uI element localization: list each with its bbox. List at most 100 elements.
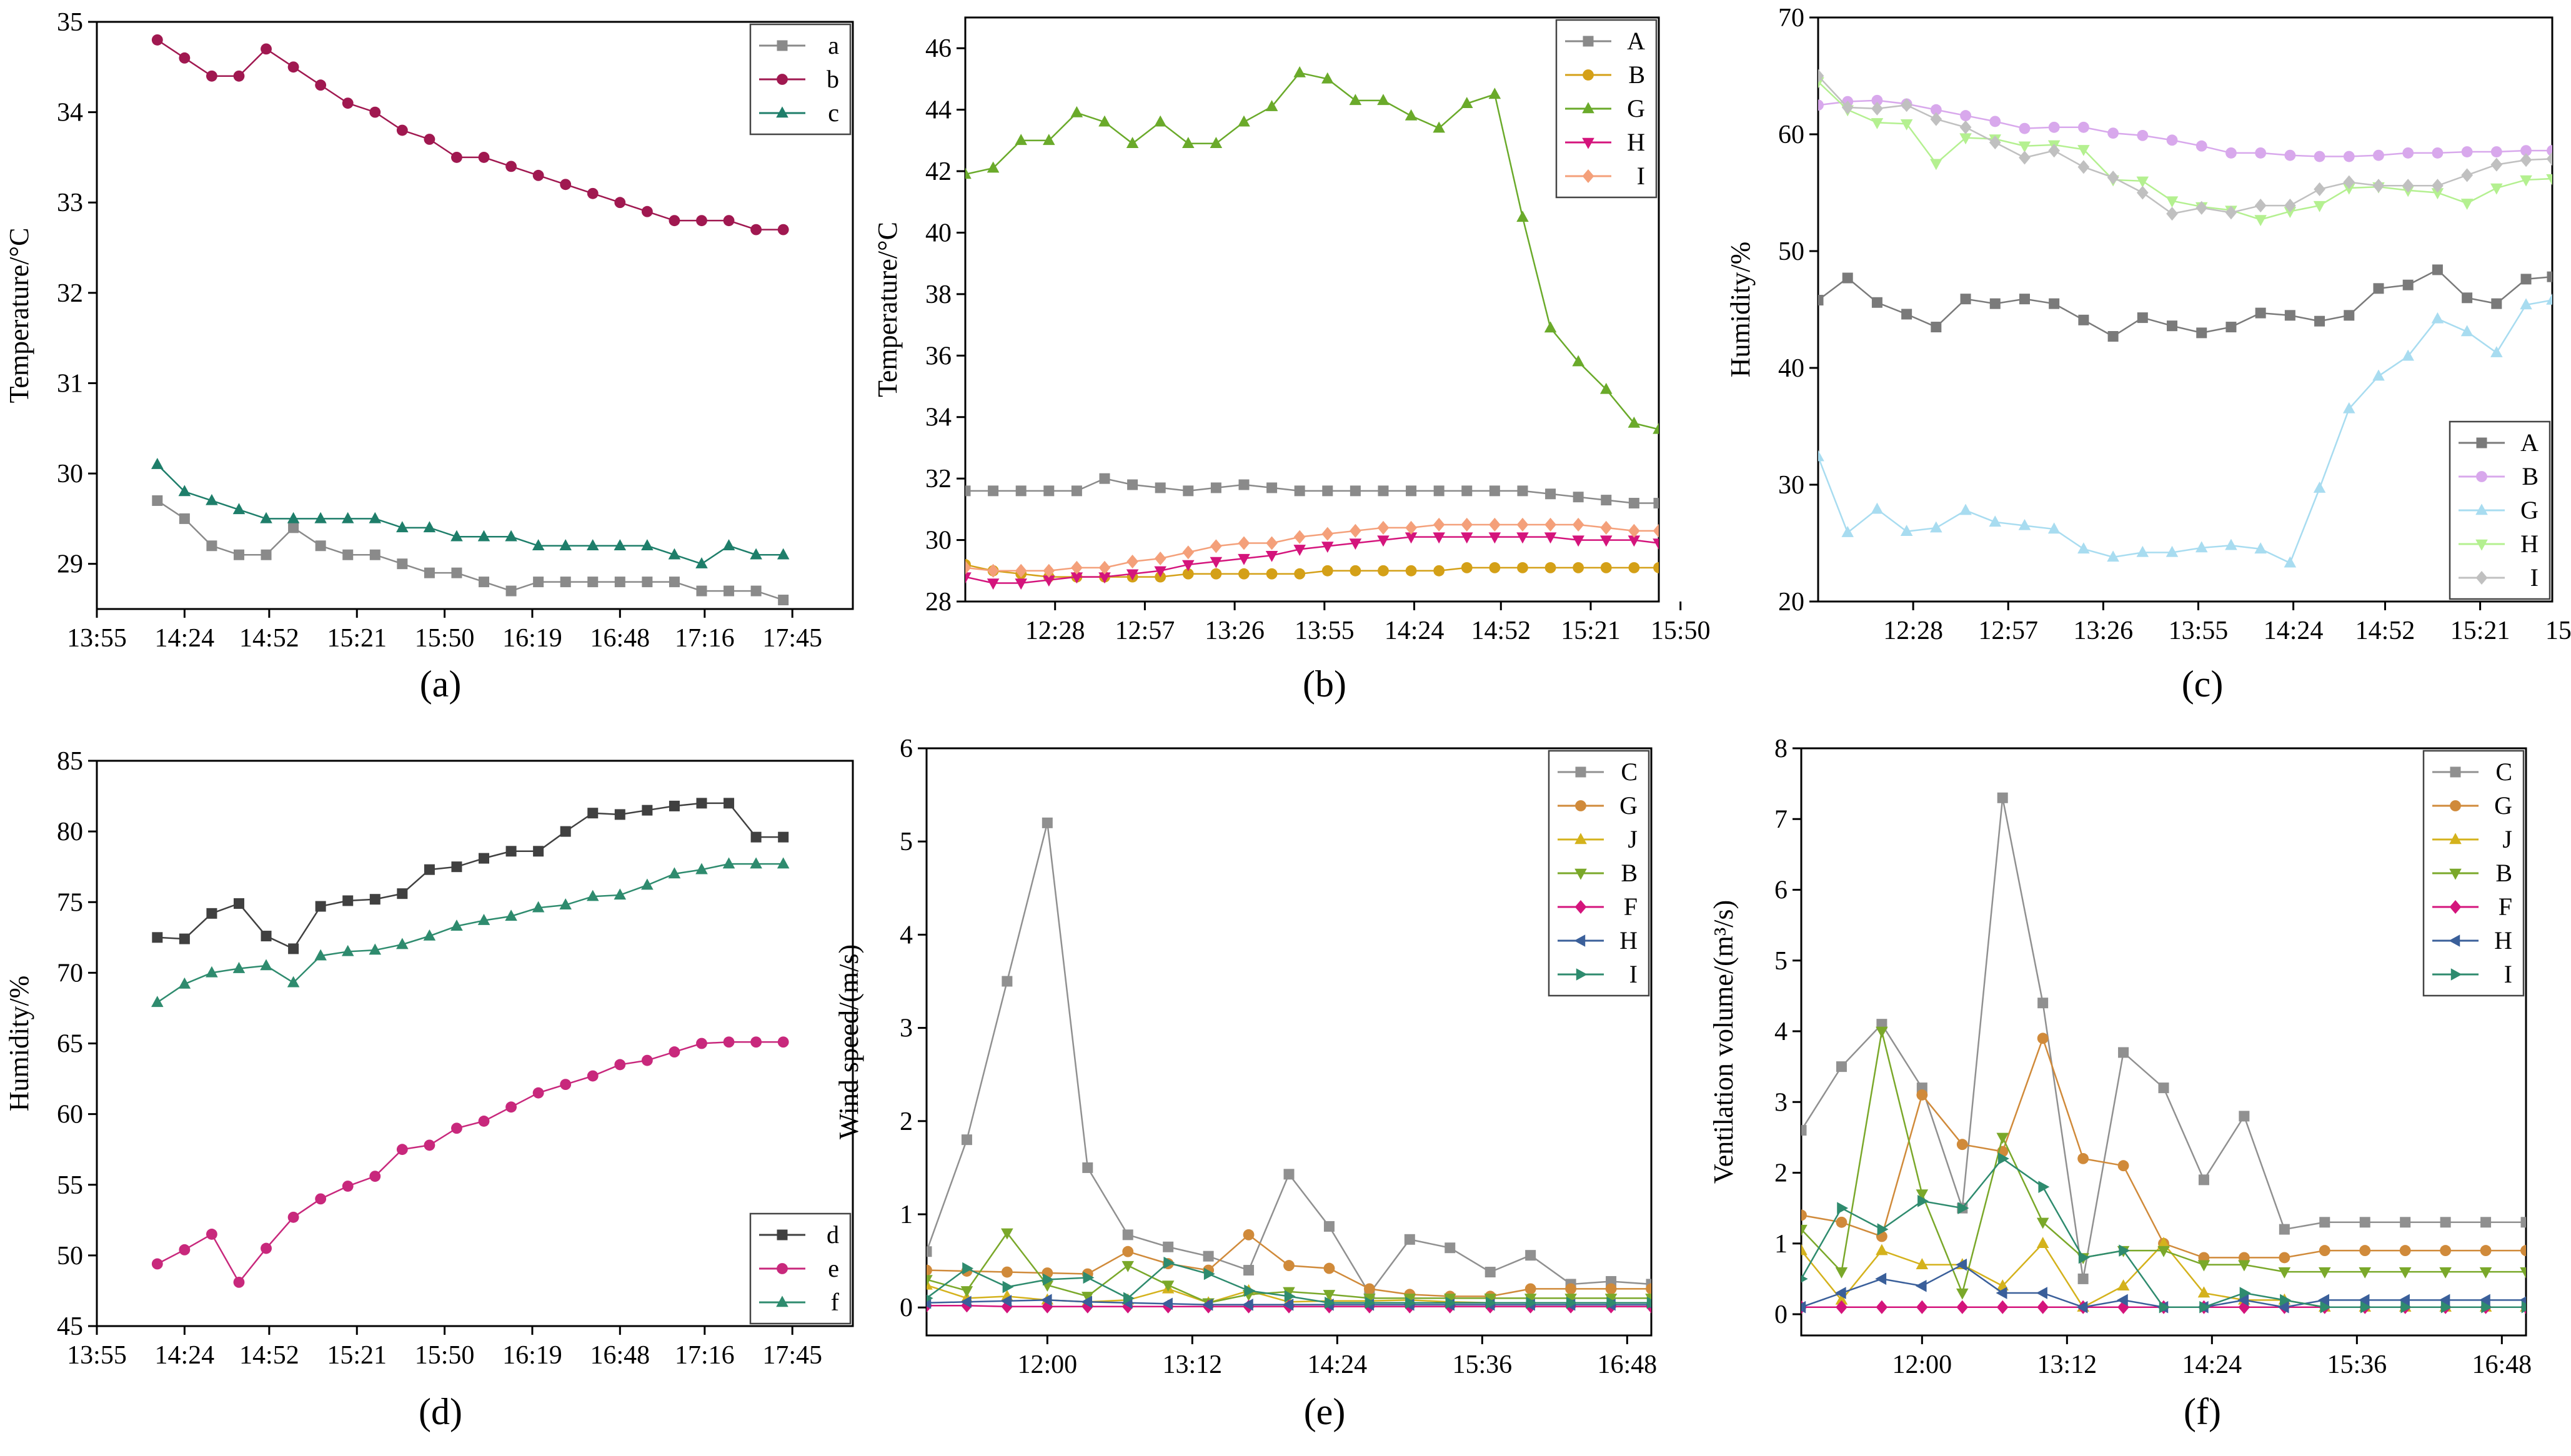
data-point-G (1653, 422, 1659, 434)
data-point-I (2239, 1287, 2251, 1299)
data-point-H (2313, 201, 2326, 212)
legend-marker-I (2475, 570, 2488, 585)
data-point-A (2225, 322, 2237, 333)
y-tick-label: 30 (925, 527, 952, 555)
data-point-I (1210, 539, 1222, 553)
data-point-a (696, 585, 707, 597)
data-point-A (2402, 279, 2414, 290)
data-point-c (206, 493, 218, 505)
data-point-I (2078, 1251, 2090, 1264)
data-point-I (1293, 530, 1306, 544)
data-point-H (2318, 1294, 2330, 1307)
y-tick-label: 60 (57, 1101, 83, 1129)
x-tick-label: 12:00 (1017, 1350, 1077, 1379)
y-tick-label: 75 (57, 888, 83, 917)
data-point-a (315, 540, 326, 552)
data-point-d (179, 933, 190, 944)
data-point-e (614, 1059, 626, 1071)
data-point-I (1445, 1297, 1457, 1309)
data-point-J (2036, 1237, 2049, 1248)
data-point-B (1801, 1224, 1808, 1236)
data-point-C (927, 1246, 932, 1257)
data-point-H (2166, 196, 2179, 208)
data-point-G (1488, 87, 1501, 99)
data-point-C (1997, 792, 2008, 803)
legend-label: G (1619, 791, 1638, 820)
data-point-J (2197, 1286, 2210, 1298)
data-point-A (1601, 495, 1612, 506)
data-point-G (1572, 355, 1584, 367)
data-point-B (2359, 1267, 2371, 1279)
x-tick-label: 16:48 (590, 1341, 650, 1370)
data-point-B (2225, 147, 2237, 159)
legend-marker-C (2450, 766, 2461, 778)
data-point-G (1959, 503, 1972, 515)
legend-label: H (2494, 926, 2512, 954)
data-point-B (1835, 1267, 1848, 1279)
data-point-B (1238, 568, 1250, 580)
x-tick-label: 13:26 (2074, 617, 2134, 645)
data-point-B (1350, 565, 1361, 577)
legend-marker-H (1574, 934, 1586, 947)
data-point-G (2359, 1245, 2371, 1257)
legend-label: F (1624, 893, 1638, 921)
data-point-f (505, 909, 517, 921)
x-tick-label: 14:24 (1385, 617, 1445, 645)
legend-label: G (2520, 496, 2539, 524)
y-tick-label: 5 (1774, 947, 1788, 976)
data-point-b (614, 197, 626, 209)
data-point-b (560, 179, 572, 191)
legend-label: H (1619, 926, 1638, 954)
data-point-f (532, 901, 545, 913)
data-point-A (1901, 309, 1912, 320)
y-axis-title: Humidity/% (1725, 242, 1756, 378)
y-tick-label: 1 (900, 1201, 913, 1229)
data-point-H (1377, 535, 1390, 547)
data-point-I (2481, 1300, 2493, 1314)
x-tick-label: 17:45 (762, 624, 822, 653)
data-point-C (1002, 976, 1013, 987)
data-point-I (1801, 1275, 1808, 1283)
data-point-B (1916, 1189, 1929, 1201)
data-point-d (642, 805, 653, 816)
data-point-I (1126, 554, 1138, 569)
data-point-a (179, 513, 190, 524)
data-point-A (2284, 310, 2295, 321)
data-point-J (1686, 1296, 1698, 1307)
data-point-e (777, 1036, 789, 1048)
data-point-B (1266, 568, 1278, 580)
x-tick-label: 15:50 (2545, 617, 2571, 645)
legend-label: I (2504, 960, 2512, 988)
data-point-I (1687, 1297, 1698, 1309)
data-point-a (288, 522, 299, 533)
chart-panel-c: 20 30 40 50 60 70 12:28 12:57 13:26 13:55 14:24 14:… (1725, 4, 2571, 705)
data-point-C (1836, 1061, 1847, 1072)
x-tick-label: 15:50 (1651, 617, 1711, 645)
x-tick-label: 14:24 (155, 1341, 215, 1370)
data-point-B (1989, 116, 2001, 127)
data-point-a (505, 585, 517, 597)
y-tick-label: 32 (57, 279, 83, 308)
data-point-I (2280, 1294, 2291, 1307)
data-point-f (178, 977, 191, 989)
data-point-a (750, 585, 762, 597)
data-point-a (778, 595, 789, 606)
data-point-C (2440, 1217, 2451, 1228)
y-tick-label: 2 (900, 1107, 913, 1136)
data-point-B (2036, 1217, 2049, 1229)
data-point-d (451, 861, 462, 873)
data-point-I (2343, 175, 2355, 189)
data-point-I (1544, 517, 1556, 532)
data-point-e (315, 1193, 327, 1205)
data-point-G (1930, 521, 1942, 533)
data-point-f (477, 914, 490, 925)
data-point-I (2372, 179, 2385, 193)
data-point-b (723, 215, 735, 227)
data-point-e (696, 1038, 707, 1049)
data-point-A (2547, 271, 2552, 282)
series-line-d (157, 802, 783, 950)
data-point-C (2561, 1217, 2571, 1227)
data-point-c (314, 512, 327, 523)
data-point-H (2560, 1294, 2571, 1307)
